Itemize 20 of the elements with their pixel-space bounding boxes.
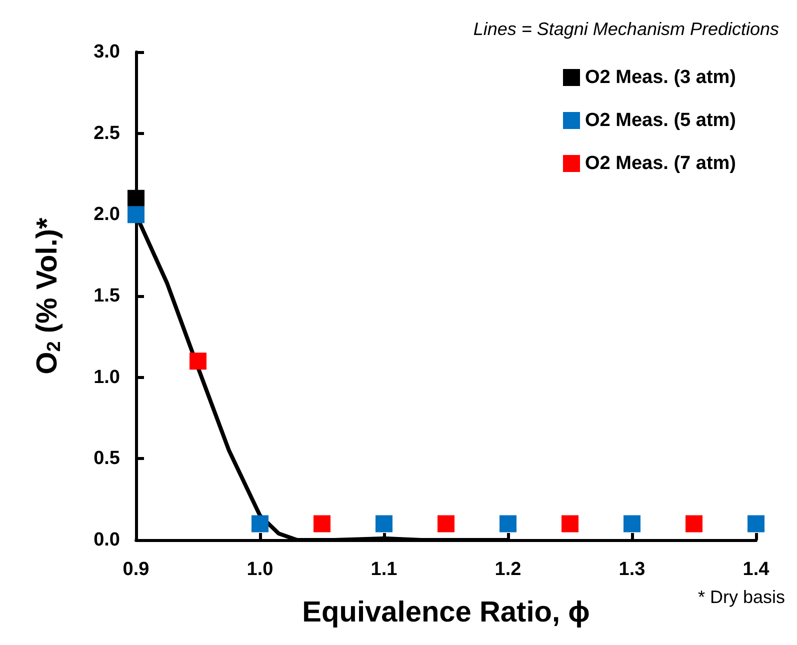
y-tick-label: 3.0	[94, 42, 120, 62]
y-tick-label: 2.5	[94, 122, 120, 144]
y-axis-title: O2 (% Vol.)*	[32, 216, 65, 374]
x-tick-label: 1.2	[494, 559, 522, 580]
y-tick-label: 1.5	[94, 286, 120, 306]
x-tick-label: 1.0	[246, 559, 274, 580]
text: * Dry basis	[698, 587, 786, 607]
legend-label: O2 Meas. (5 atm)	[585, 110, 736, 131]
x-tick-label: 1.4	[742, 559, 770, 580]
legend-label: O2 Meas. (3 atm)	[585, 67, 736, 88]
text: Lines = Stagni Mechanism Predictions	[473, 19, 780, 39]
y-tick-label: 0.0	[94, 530, 120, 550]
x-tick-label: 1.1	[370, 559, 398, 580]
x-tick-label: 1.3	[618, 559, 646, 580]
y-tick-label: 0.5	[94, 448, 120, 470]
x-axis-title: Equivalence Ratio, ϕ	[302, 596, 590, 628]
legend-label: O2 Meas. (7 atm)	[585, 153, 736, 174]
x-tick-label: 0.9	[122, 559, 150, 580]
y-tick-label: 2.0	[94, 204, 120, 226]
y-tick-label: 1.0	[94, 366, 120, 388]
